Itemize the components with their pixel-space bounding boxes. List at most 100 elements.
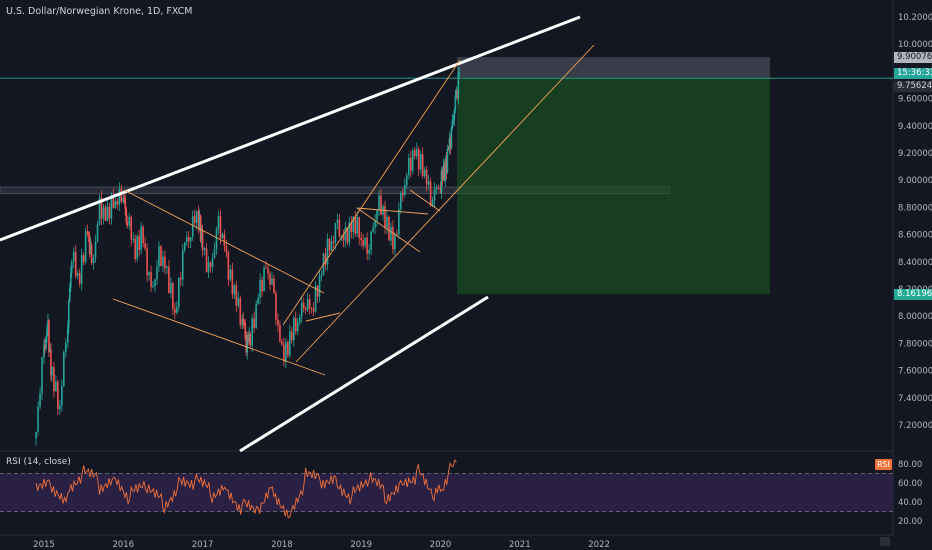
candle-body: [88, 235, 91, 254]
candle-body: [294, 317, 297, 332]
candle-body: [248, 333, 250, 342]
candle-body: [390, 226, 392, 241]
candle-body: [221, 234, 224, 239]
candle-body: [201, 230, 204, 251]
candle-body: [178, 277, 180, 307]
candle-body: [45, 336, 47, 349]
price-tick-label: 7.60000: [898, 367, 932, 377]
candle-body: [176, 306, 178, 313]
candle-body: [417, 149, 420, 170]
candle-body: [281, 341, 283, 345]
candle-body: [421, 154, 424, 177]
candle-body: [112, 194, 115, 208]
channel-upper-line: [0, 15, 581, 242]
candle-body: [72, 251, 75, 262]
candle-body: [189, 237, 192, 242]
candle-body: [360, 237, 362, 241]
orange-trendline: [295, 44, 595, 363]
candle-body: [415, 149, 418, 157]
candle-body: [76, 273, 79, 276]
candle-body: [454, 96, 457, 111]
candle-body: [215, 228, 218, 250]
candle-body: [380, 195, 382, 215]
candle-body: [233, 285, 236, 295]
candle-body: [92, 257, 95, 264]
candle-body: [187, 237, 190, 242]
candle-body: [451, 121, 454, 129]
time-tick-label: 2022: [588, 540, 610, 550]
candle-body: [74, 251, 77, 276]
candle-body: [413, 150, 416, 157]
candle-body: [356, 217, 359, 234]
candle-body: [441, 170, 444, 180]
candle-body: [306, 299, 309, 310]
rsi-badge[interactable]: RSI: [875, 459, 892, 470]
candle-body: [285, 342, 287, 362]
candle-body: [123, 197, 126, 200]
candle-body: [279, 325, 281, 342]
orange-trendline: [282, 59, 461, 326]
candle-body: [277, 319, 279, 326]
candle-body: [352, 216, 355, 233]
settings-button[interactable]: [880, 537, 890, 546]
candle-body: [244, 322, 247, 338]
candle-body: [271, 278, 273, 285]
time-tick-label: 2017: [192, 540, 214, 550]
candle-body: [275, 293, 277, 320]
candle-body: [160, 246, 162, 267]
candle-body: [80, 255, 83, 284]
candle-body: [195, 211, 198, 224]
candle-body: [114, 201, 117, 208]
candle-body: [47, 319, 49, 329]
candle-body: [124, 199, 127, 209]
candle-body: [318, 275, 321, 297]
candle-body: [48, 319, 50, 352]
candle-body: [63, 352, 65, 386]
candle-body: [156, 266, 158, 280]
candle-body: [269, 273, 271, 285]
candle-body: [198, 215, 201, 227]
candle-body: [43, 344, 45, 358]
candle-body: [362, 240, 364, 246]
candle-body: [324, 253, 327, 265]
candle-body: [110, 194, 113, 219]
candle-body: [394, 233, 396, 250]
candle-body: [39, 393, 41, 407]
stop-price-tag: 8.16196: [894, 289, 932, 300]
time-tick-label: 2020: [430, 540, 452, 550]
candle-body: [66, 327, 69, 343]
candle-body: [68, 287, 71, 301]
orange-trendline: [305, 312, 341, 322]
candle-body: [49, 349, 51, 352]
candle-body: [229, 269, 232, 280]
candle-body: [302, 302, 305, 309]
price-tick-label: 8.40000: [898, 258, 932, 268]
rsi-band: [0, 473, 893, 512]
candle-body: [158, 246, 160, 267]
candle-body: [444, 158, 447, 182]
candle-body: [213, 249, 216, 259]
candle-body: [273, 278, 275, 294]
price-tick-label: 7.20000: [898, 421, 932, 431]
candle-body: [225, 246, 228, 253]
candle-body: [330, 241, 333, 251]
candle-body: [384, 206, 386, 229]
candle-body: [53, 367, 55, 392]
candle-body: [376, 210, 378, 221]
candle-body: [65, 342, 67, 353]
candle-body: [340, 235, 343, 237]
candle-body: [289, 331, 291, 356]
candle-body: [445, 158, 448, 173]
candle-body: [457, 73, 460, 98]
candle-body: [447, 149, 450, 151]
candle-body: [402, 192, 404, 196]
price-tick-label: 10.20000: [898, 13, 932, 23]
candle-body: [456, 90, 459, 98]
candle-body: [179, 277, 182, 280]
candle-body: [120, 189, 123, 202]
rsi-line: [35, 459, 457, 519]
candle-body: [326, 238, 329, 265]
candle-body: [300, 302, 303, 317]
candle-body: [35, 431, 37, 439]
